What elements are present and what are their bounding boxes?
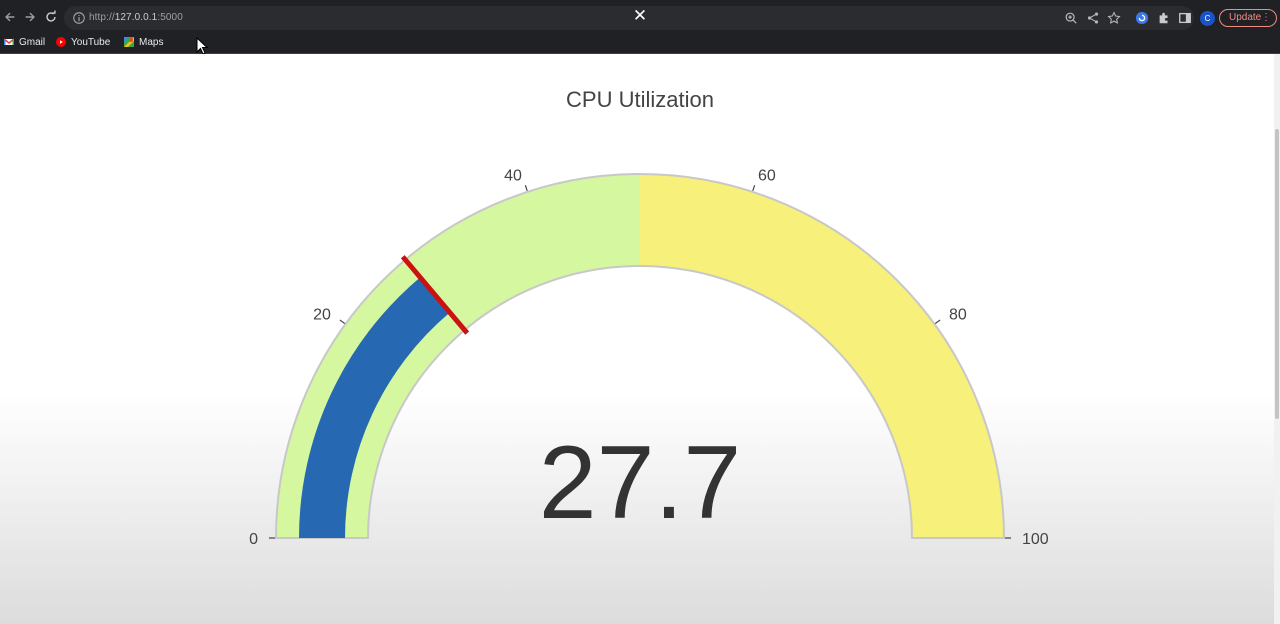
bookmark-label: Gmail bbox=[19, 36, 46, 48]
bookmark-label: Maps bbox=[139, 36, 164, 48]
bookmarks-bar: Gmail YouTube Maps bbox=[0, 31, 1280, 53]
bookmark-youtube[interactable]: YouTube bbox=[56, 34, 110, 50]
gauge-step-0 bbox=[276, 174, 640, 538]
gauge-value-bar bbox=[299, 277, 450, 538]
chrome-divider bbox=[0, 53, 1280, 54]
update-label: Update bbox=[1229, 12, 1262, 23]
gauge-tick-label: 40 bbox=[504, 168, 522, 185]
browser-chrome: http://127.0.0.1:5000 ✕ C Update ⋮ Gmail… bbox=[0, 0, 1280, 54]
back-button[interactable] bbox=[0, 7, 20, 27]
url-host: 127.0.0.1 bbox=[114, 12, 158, 23]
arrow-right-icon bbox=[25, 12, 35, 22]
bookmark-maps[interactable]: Maps bbox=[124, 34, 163, 50]
avatar[interactable]: C bbox=[1200, 11, 1215, 26]
gmail-icon bbox=[4, 38, 14, 45]
maps-icon bbox=[124, 37, 134, 47]
scrollbar[interactable] bbox=[1274, 54, 1280, 624]
youtube-icon bbox=[56, 37, 66, 47]
address-bar[interactable]: http://127.0.0.1:5000 bbox=[64, 6, 1194, 30]
url-scheme: http:// bbox=[89, 12, 115, 23]
gauge-ticks: 0 20 40 60 80 100 bbox=[249, 168, 1049, 548]
gauge-title: CPU Utilization bbox=[566, 87, 714, 112]
gauge-step-1 bbox=[640, 174, 1004, 538]
url-port: :5000 bbox=[157, 12, 183, 23]
more-icon[interactable]: ⋮ bbox=[1261, 12, 1271, 23]
gauge-value: 27.7 bbox=[539, 425, 741, 541]
gauge-tick-label: 100 bbox=[1022, 531, 1049, 548]
gauge-tick-mark bbox=[339, 319, 346, 324]
bookmark-label: YouTube bbox=[71, 36, 111, 48]
arrow-left-icon bbox=[5, 12, 15, 22]
gauge-tick-label: 60 bbox=[758, 168, 776, 185]
page-content: CPU Utilization 0 20 40 60 80 100 27.7 bbox=[0, 54, 1280, 624]
url-text: http://127.0.0.1:5000 bbox=[89, 12, 183, 23]
zoom-icon[interactable] bbox=[1064, 11, 1078, 25]
gauge-tick-label: 0 bbox=[249, 531, 258, 548]
scrollbar-thumb[interactable] bbox=[1275, 129, 1279, 419]
gauge-tick-mark bbox=[752, 184, 756, 192]
forward-button[interactable] bbox=[20, 7, 40, 27]
gauge-tick-label: 20 bbox=[313, 306, 331, 323]
gauge-tick-mark bbox=[934, 319, 941, 324]
star-icon[interactable] bbox=[1107, 11, 1121, 25]
update-button[interactable]: Update ⋮ bbox=[1219, 9, 1277, 27]
gauge-steps bbox=[276, 174, 1004, 538]
close-icon[interactable]: ✕ bbox=[632, 6, 648, 25]
extension-icon[interactable] bbox=[1135, 11, 1149, 25]
mouse-cursor-icon bbox=[196, 37, 208, 55]
bookmark-gmail[interactable]: Gmail bbox=[4, 34, 45, 50]
reload-button[interactable] bbox=[41, 7, 61, 27]
browser-toolbar: http://127.0.0.1:5000 ✕ C Update ⋮ bbox=[0, 5, 1280, 31]
gauge-tick-mark bbox=[524, 184, 528, 192]
side-panel-icon[interactable] bbox=[1178, 11, 1192, 25]
gauge-chart: CPU Utilization 0 20 40 60 80 100 27.7 bbox=[249, 87, 1049, 548]
puzzle-icon[interactable] bbox=[1157, 11, 1171, 25]
share-icon[interactable] bbox=[1086, 11, 1100, 25]
gauge-threshold-line bbox=[400, 255, 470, 335]
reload-icon bbox=[46, 10, 56, 22]
info-icon[interactable] bbox=[72, 11, 86, 25]
gauge-outline bbox=[274, 173, 1006, 539]
gauge-tick-label: 80 bbox=[949, 306, 967, 323]
